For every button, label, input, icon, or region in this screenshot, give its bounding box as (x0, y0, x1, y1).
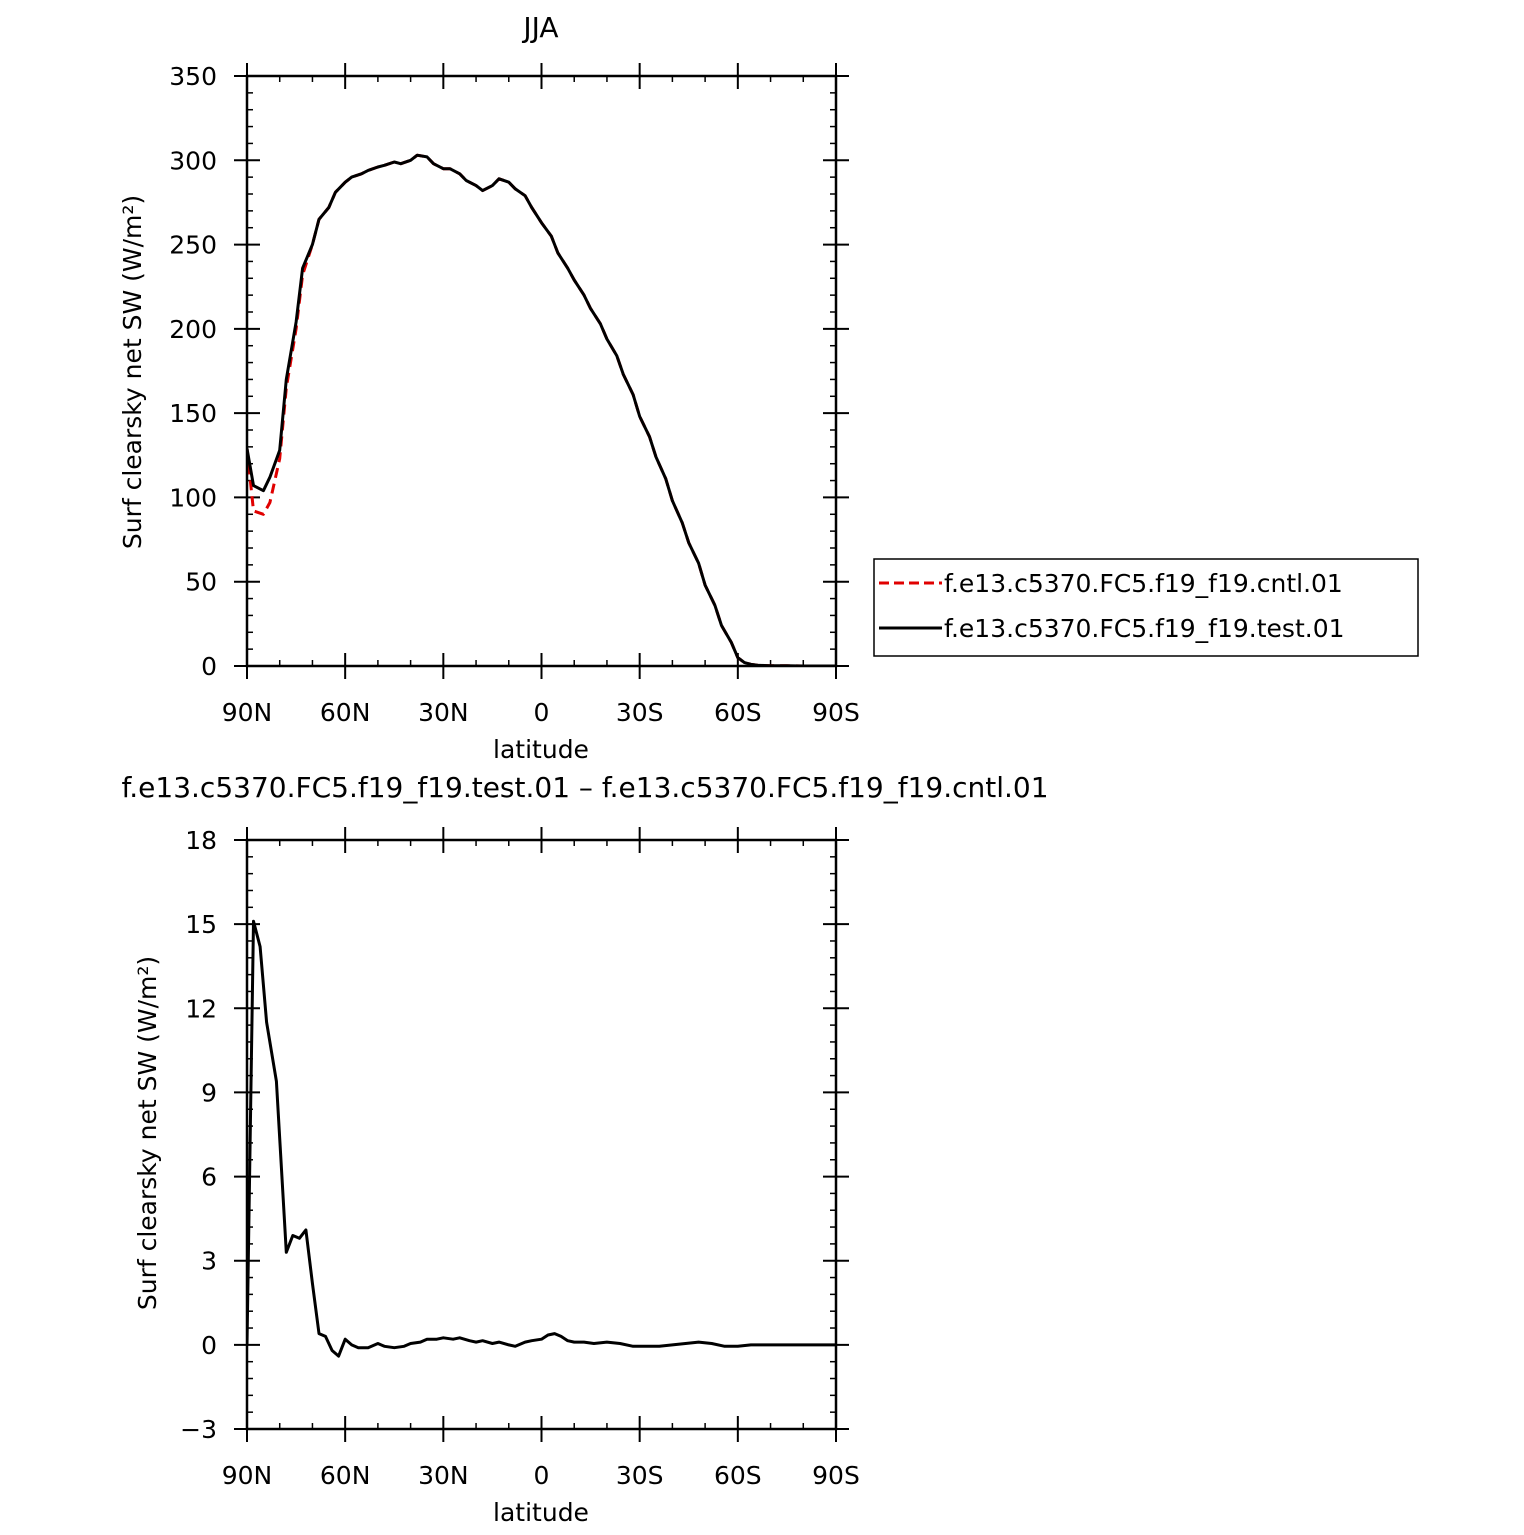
top-chart-x-axis-label: latitude (493, 735, 589, 764)
bottom-chart-title: f.e13.c5370.FC5.f19_f19.test.01 – f.e13.… (121, 771, 1048, 804)
top-chart-y-tick-label: 200 (169, 315, 217, 344)
legend: f.e13.c5370.FC5.f19_f19.cntl.01 f.e13.c5… (873, 558, 1419, 657)
top-chart-series-line-1 (247, 153, 836, 666)
top-chart-y-tick-label: 350 (169, 62, 217, 91)
bottom-chart-series-line-0 (247, 919, 836, 1358)
bottom-chart-frame (245, 838, 838, 1431)
top-chart-x-tick-label: 0 (534, 698, 550, 727)
legend-label-test: f.e13.c5370.FC5.f19_f19.test.01 (944, 614, 1345, 643)
top-chart-x-tick-label: 60N (320, 698, 371, 727)
top-chart-frame (245, 74, 838, 668)
bottom-chart-x-axis-label: latitude (493, 1498, 589, 1527)
top-chart-y-tick-label: 300 (169, 146, 217, 175)
top-chart-plot-area: 0 50 100 150 200 250 300 350 90N 60N 30N 0 30S 60S 90S (169, 62, 860, 727)
top-chart-y-tick-label: 250 (169, 231, 217, 260)
top-chart-panel: JJA 0 50 100 150 200 250 300 350 90N 60N 30N 0 30S 60… (118, 11, 860, 764)
bottom-chart-panel: f.e13.c5370.FC5.f19_f19.test.01 – f.e13.… (121, 771, 1048, 1527)
top-chart-x-tick-label: 90N (222, 698, 273, 727)
bottom-chart-y-tick-label: 3 (201, 1247, 217, 1276)
top-chart-y-axis-label: Surf clearsky net SW (W/m²) (118, 195, 147, 549)
bottom-chart-x-tick-label: 90N (222, 1461, 273, 1490)
bottom-chart-y-tick-label: 6 (201, 1163, 217, 1192)
bottom-chart-y-tick-label: 15 (185, 910, 217, 939)
top-chart-x-tick-label: 90S (812, 698, 860, 727)
legend-label-cntl: f.e13.c5370.FC5.f19_f19.cntl.01 (944, 569, 1343, 598)
bottom-chart-y-axis-label: Surf clearsky net SW (W/m²) (133, 956, 162, 1310)
legend-box (873, 558, 1419, 657)
top-chart-x-tick-label: 30S (616, 698, 664, 727)
bottom-chart-y-tick-label: 0 (201, 1331, 217, 1360)
top-chart-y-tick-label: 0 (201, 652, 217, 681)
top-chart-x-tick-label: 60S (714, 698, 762, 727)
bottom-chart-y-tick-label: 9 (201, 1078, 217, 1107)
top-chart-series-line-0 (247, 153, 836, 666)
top-chart-y-tick-label: 50 (185, 568, 217, 597)
top-chart-y-tick-label: 150 (169, 399, 217, 428)
bottom-chart-x-tick-label: 0 (534, 1461, 550, 1490)
top-chart-x-tick-label: 30N (418, 698, 469, 727)
bottom-chart-x-tick-label: 90S (812, 1461, 860, 1490)
bottom-chart-y-tick-label: −3 (180, 1415, 217, 1444)
bottom-chart-y-tick-label: 12 (185, 994, 217, 1023)
bottom-chart-x-tick-label: 30S (616, 1461, 664, 1490)
top-chart-y-tick-label: 100 (169, 483, 217, 512)
bottom-chart-x-tick-label: 60N (320, 1461, 371, 1490)
bottom-chart-plot-area: −3 0 3 6 9 12 15 18 90N 60N 30N 0 30S 60S 90S (180, 826, 860, 1490)
bottom-chart-x-tick-label: 60S (714, 1461, 762, 1490)
top-chart-title: JJA (521, 11, 558, 44)
bottom-chart-x-tick-label: 30N (418, 1461, 469, 1490)
bottom-chart-y-tick-label: 18 (185, 826, 217, 855)
